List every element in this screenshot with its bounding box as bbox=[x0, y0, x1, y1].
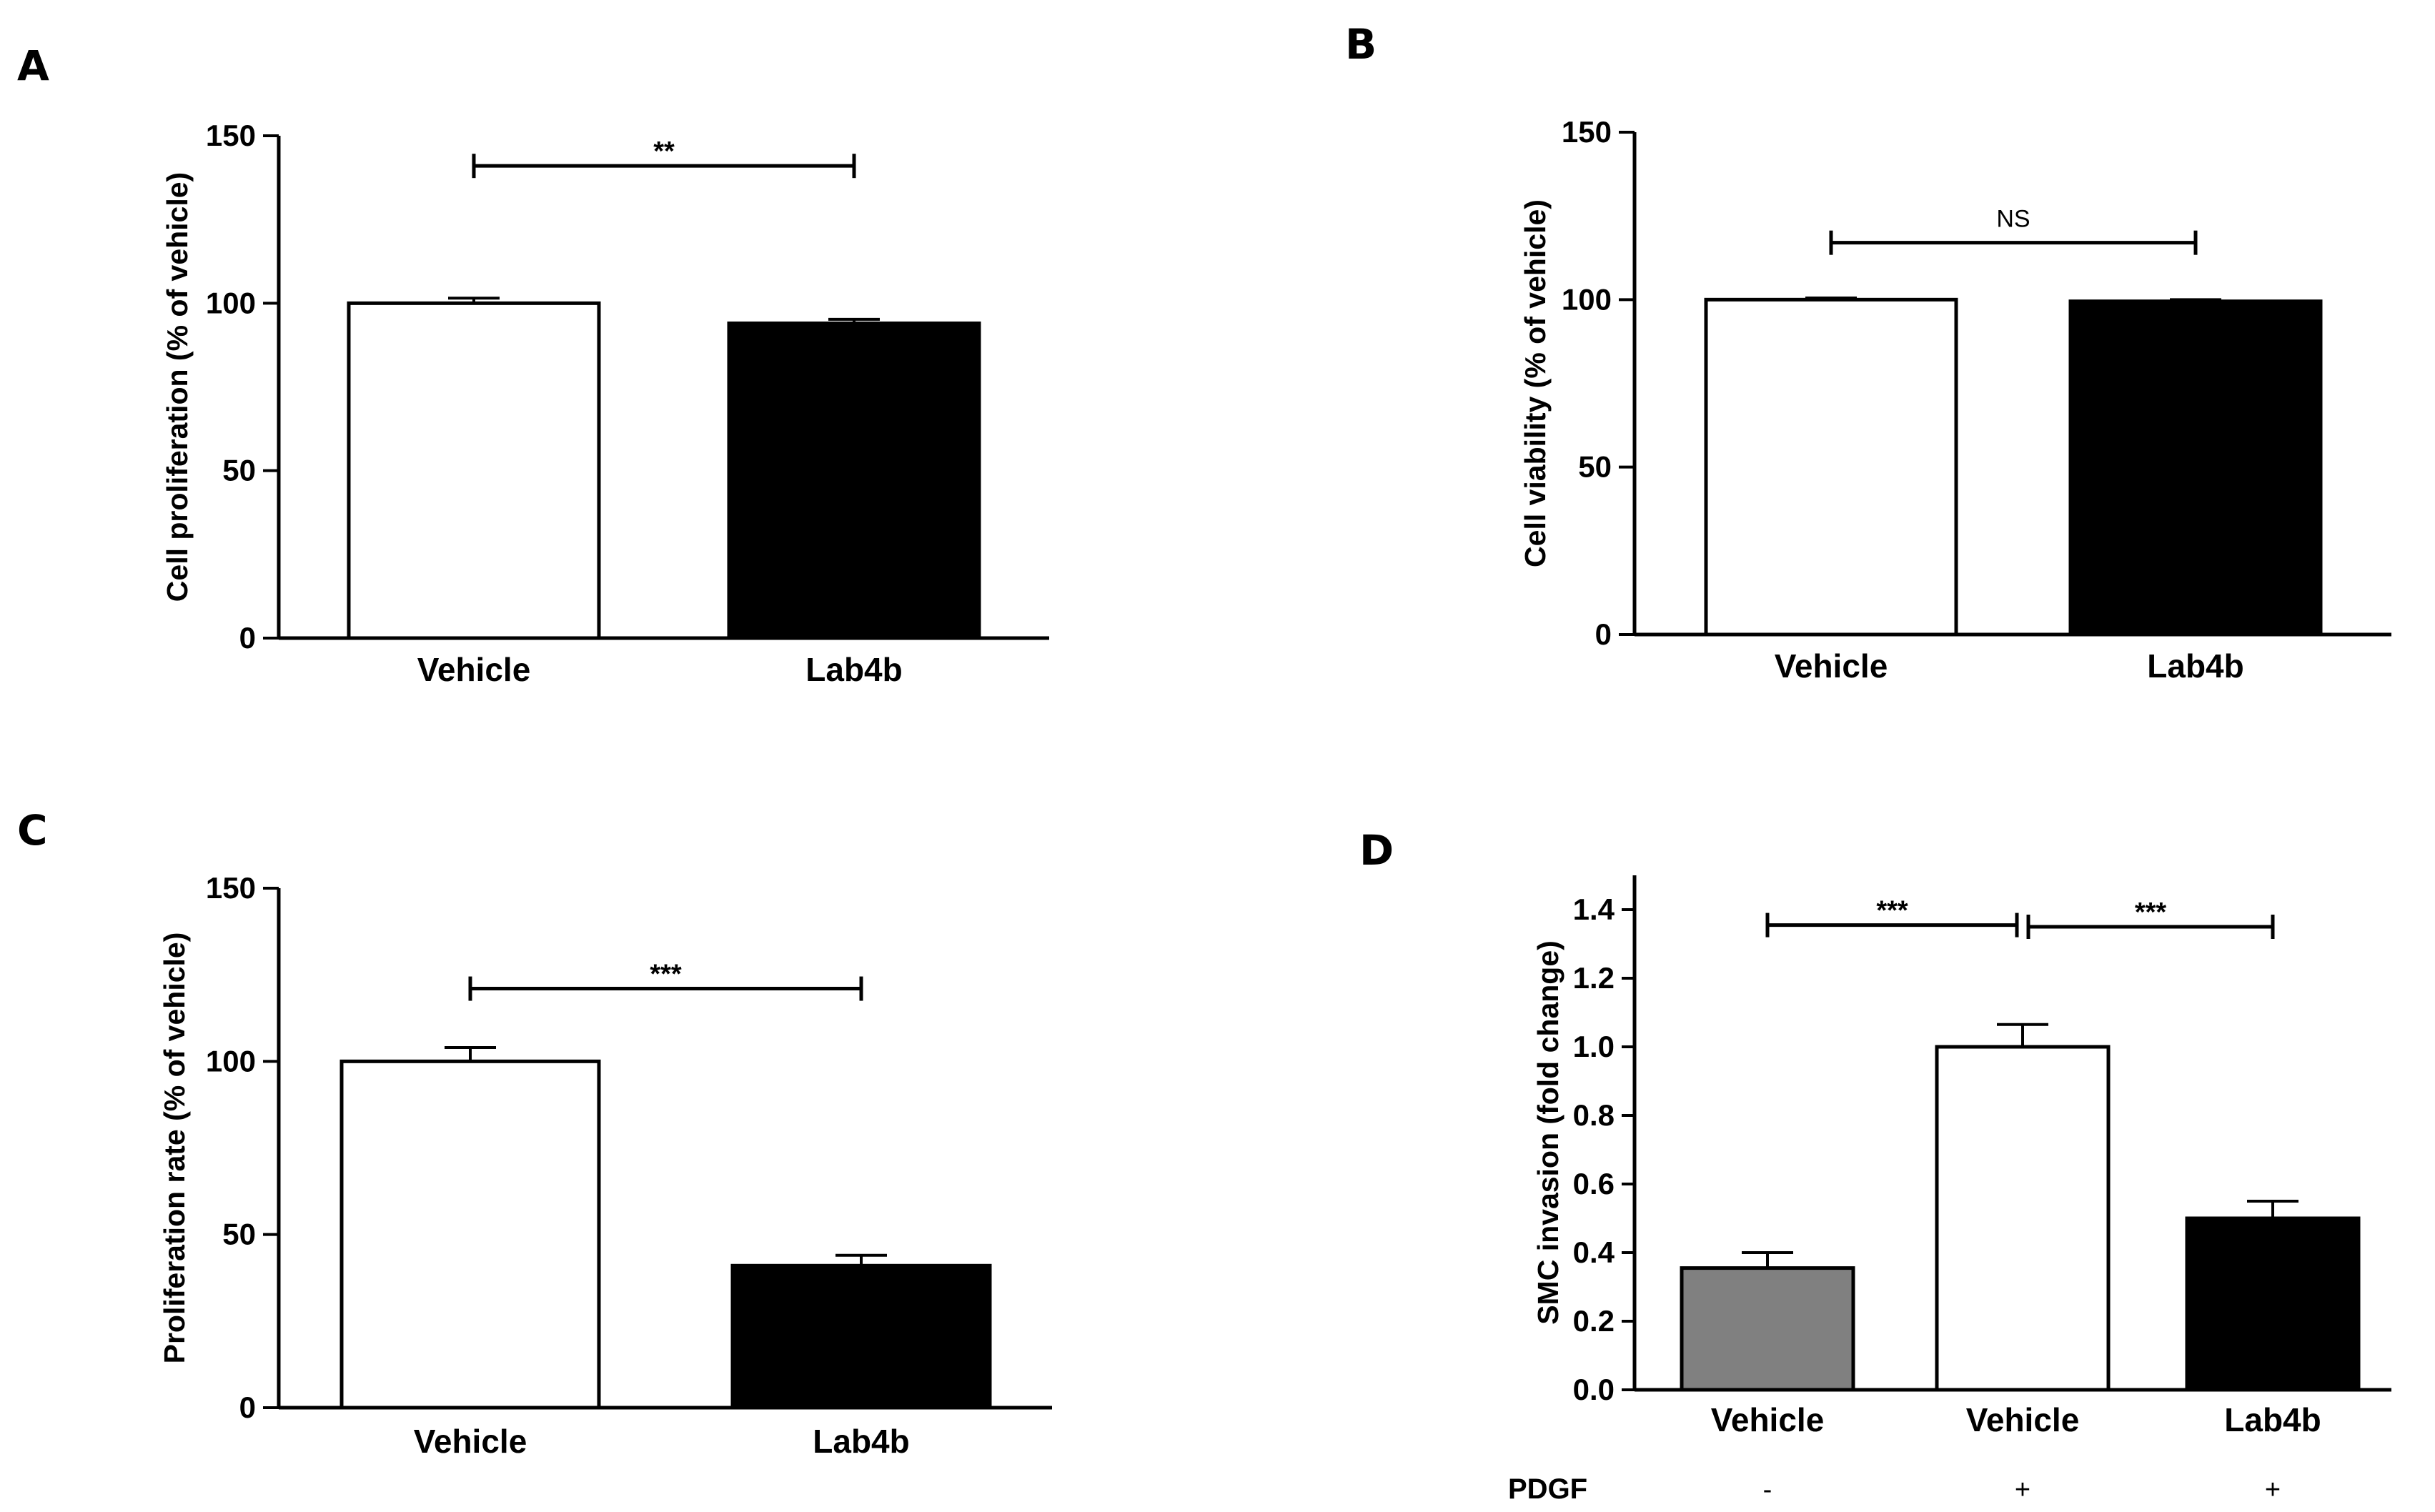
y-tick-label: 0 bbox=[239, 1391, 256, 1424]
panel-letter-d: D bbox=[1359, 826, 1394, 875]
y-tick-label: 100 bbox=[206, 286, 256, 319]
bar bbox=[2185, 1216, 2361, 1392]
y-tick-label: 50 bbox=[222, 454, 256, 487]
y-tick-label: 1.0 bbox=[1573, 1030, 1615, 1063]
y-tick-label: 0.4 bbox=[1573, 1235, 1615, 1269]
chart-panel-a: 0 50 100 150 Cell proliferation (% of vehicl… bbox=[161, 119, 1049, 688]
bar bbox=[347, 301, 601, 640]
chart-panel-c: 0 50 100 150 Proliferation rate (% of vehicl… bbox=[158, 871, 1052, 1460]
y-tick-label: 50 bbox=[1578, 450, 1612, 484]
y-tick-label: 0.6 bbox=[1573, 1167, 1615, 1200]
y-tick-label: 150 bbox=[206, 119, 256, 152]
y-tick-label: 100 bbox=[1562, 282, 1612, 316]
bar bbox=[730, 1263, 992, 1410]
y-axis-title: Cell proliferation (% of vehicle) bbox=[161, 172, 194, 602]
treatment-sign: - bbox=[1763, 1475, 1772, 1505]
category-label: Vehicle bbox=[1775, 647, 1888, 685]
bar bbox=[727, 321, 981, 640]
panel-letter-c: C bbox=[17, 806, 48, 855]
y-axis-title: Proliferation rate (% of vehicle) bbox=[158, 932, 191, 1364]
category-label: Vehicle bbox=[414, 1423, 527, 1460]
category-label: Vehicle bbox=[417, 651, 531, 688]
category-label: Lab4b bbox=[2147, 647, 2243, 685]
treatment-sign: + bbox=[2265, 1475, 2281, 1505]
y-tick-label: 0 bbox=[1595, 617, 1612, 651]
treatment-sign: + bbox=[2015, 1475, 2030, 1505]
bar bbox=[1680, 1266, 1855, 1392]
category-label: Lab4b bbox=[2224, 1401, 2321, 1438]
bar bbox=[1704, 297, 1958, 637]
category-label: Vehicle bbox=[1966, 1401, 2080, 1438]
significance-label: ** bbox=[653, 136, 675, 166]
y-axis-title: Cell viability (% of vehicle) bbox=[1519, 199, 1552, 567]
chart-panel-d: 0.0 0.2 0.4 0.6 0.8 1.0 1.2 1.4 SMC invasion (fo… bbox=[1508, 875, 2391, 1505]
chart-panel-b: 0 50 100 150 Cell viability (% of vehicle) Ve… bbox=[1519, 115, 2391, 685]
y-tick-label: 150 bbox=[206, 871, 256, 905]
y-tick-label: 1.2 bbox=[1573, 961, 1615, 995]
category-label: Vehicle bbox=[1711, 1401, 1825, 1438]
bar bbox=[2068, 299, 2323, 637]
significance-label: NS bbox=[1996, 206, 2030, 233]
panel-letter-b: B bbox=[1345, 20, 1377, 69]
significance-label: *** bbox=[1876, 896, 1908, 926]
y-tick-label: 50 bbox=[222, 1218, 256, 1251]
y-tick-label: 100 bbox=[206, 1044, 256, 1078]
panel-letter-a: A bbox=[17, 41, 49, 90]
y-tick-label: 0 bbox=[239, 621, 256, 655]
y-tick-label: 1.4 bbox=[1573, 892, 1615, 926]
significance-label: *** bbox=[2135, 897, 2167, 927]
significance-label: *** bbox=[650, 960, 682, 990]
y-tick-label: 0.2 bbox=[1573, 1304, 1615, 1338]
category-label: Lab4b bbox=[813, 1423, 909, 1460]
treatment-row-label: PDGF bbox=[1508, 1473, 1587, 1505]
y-tick-label: 150 bbox=[1562, 115, 1612, 149]
bar bbox=[339, 1059, 601, 1410]
category-label: Lab4b bbox=[805, 651, 902, 688]
y-axis-title: SMC invasion (fold change) bbox=[1532, 940, 1564, 1325]
y-tick-label: 0.0 bbox=[1573, 1373, 1615, 1406]
y-tick-label: 0.8 bbox=[1573, 1098, 1615, 1132]
bar bbox=[1935, 1045, 2111, 1392]
